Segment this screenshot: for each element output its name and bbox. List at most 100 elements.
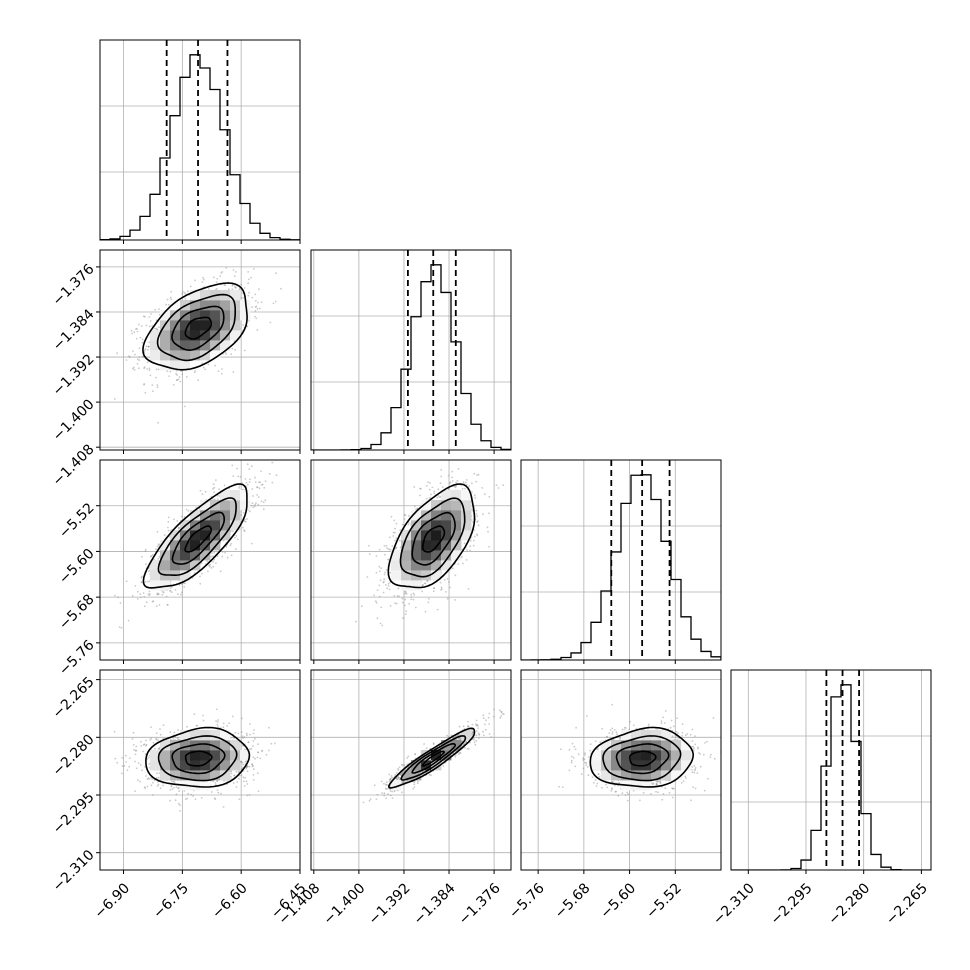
- scatter-point: [448, 581, 450, 583]
- density-cell: [421, 540, 432, 551]
- scatter-point: [471, 451, 473, 453]
- density-cell: [210, 310, 221, 321]
- scatter-point: [130, 329, 133, 332]
- scatter-point: [157, 557, 160, 560]
- scatter-point: [176, 520, 179, 522]
- scatter-point: [131, 738, 134, 740]
- panel-frame: [99, 249, 301, 451]
- scatter-point: [143, 349, 146, 351]
- scatter-point: [202, 366, 205, 369]
- scatter-point: [148, 367, 151, 370]
- scatter-point: [140, 581, 143, 584]
- scatter-point: [413, 594, 416, 596]
- scatter-point: [260, 500, 263, 503]
- scatter-point: [249, 510, 251, 513]
- scatter-point: [395, 537, 398, 539]
- density-cell: [461, 520, 472, 531]
- density-cell: [220, 340, 231, 351]
- scatter-point: [219, 275, 222, 277]
- scatter-point: [471, 482, 473, 485]
- scatter-point: [237, 475, 240, 478]
- scatter-point: [258, 481, 260, 483]
- scatter-point: [425, 497, 428, 500]
- scatter-point: [427, 601, 430, 604]
- scatter-point: [257, 503, 260, 506]
- scatter-point: [221, 551, 224, 553]
- scatter-point: [134, 353, 136, 356]
- scatter-point: [247, 282, 250, 285]
- scatter-point: [253, 268, 255, 270]
- scatter-point: [264, 480, 267, 483]
- histogram-1: [311, 264, 511, 450]
- scatter-point: [248, 794, 251, 796]
- scatter-point: [168, 375, 171, 377]
- scatter-point: [253, 505, 256, 508]
- scatter-point: [387, 559, 390, 561]
- density-cell: [210, 510, 221, 521]
- scatter-point: [210, 567, 213, 569]
- scatter-point: [151, 325, 154, 327]
- density-cell: [200, 290, 211, 301]
- scatter-point: [202, 276, 205, 279]
- density-cell: [170, 340, 181, 351]
- scatter-point: [246, 770, 249, 773]
- scatter-point: [272, 302, 275, 305]
- scatter-point: [197, 379, 200, 382]
- scatter-point: [390, 515, 393, 518]
- density-cell: [150, 350, 161, 361]
- scatter-point: [404, 598, 407, 601]
- scatter-point: [239, 475, 242, 478]
- scatter-point: [410, 596, 413, 598]
- density-cell: [200, 320, 211, 331]
- density-cell: [431, 560, 442, 571]
- scatter-point: [143, 350, 146, 353]
- scatter-point: [457, 563, 460, 565]
- scatter-point: [398, 595, 400, 598]
- scatter-point: [169, 370, 172, 373]
- scatter-point: [167, 604, 169, 606]
- scatter-point: [446, 578, 449, 580]
- density-cell: [210, 300, 221, 311]
- scatter-point: [158, 593, 160, 595]
- scatter-point: [383, 573, 386, 576]
- scatter-point: [148, 590, 151, 593]
- density-cell: [190, 340, 201, 351]
- scatter-point: [143, 595, 146, 598]
- scatter-point: [158, 308, 160, 310]
- scatter-point: [184, 405, 186, 408]
- density-cell: [200, 350, 211, 361]
- scatter-point: [170, 290, 173, 293]
- scatter-point: [395, 547, 397, 549]
- density-cell: [180, 550, 191, 561]
- density-cell: [200, 500, 211, 511]
- contour-2-1-2: [399, 497, 466, 578]
- scatter-point: [157, 739, 159, 742]
- scatter-point: [262, 508, 265, 511]
- scatter-point: [388, 536, 391, 539]
- panel-frame: [99, 459, 301, 661]
- scatter-point: [246, 518, 248, 520]
- scatter-point: [219, 570, 222, 573]
- scatter-point: [216, 498, 219, 500]
- panel-2-2: [520, 459, 722, 664]
- scatter-point: [136, 598, 139, 600]
- scatter-point: [171, 788, 174, 790]
- scatter-point: [216, 494, 219, 497]
- scatter-point: [140, 745, 143, 747]
- scatter-point: [395, 546, 398, 549]
- scatter-point: [440, 468, 443, 471]
- density-cell: [220, 330, 231, 341]
- scatter-point: [469, 545, 472, 547]
- density-cell: [170, 300, 181, 311]
- scatter-point: [258, 307, 261, 310]
- scatter-point: [201, 362, 204, 365]
- density-cell: [401, 570, 412, 581]
- scatter-point: [386, 587, 388, 590]
- scatter-point: [155, 732, 158, 735]
- scatter-point: [250, 504, 253, 507]
- scatter-point: [433, 587, 435, 589]
- scatter-point: [250, 276, 252, 279]
- scatter-point: [213, 276, 215, 279]
- scatter-point: [389, 571, 392, 574]
- scatter-point: [246, 794, 249, 797]
